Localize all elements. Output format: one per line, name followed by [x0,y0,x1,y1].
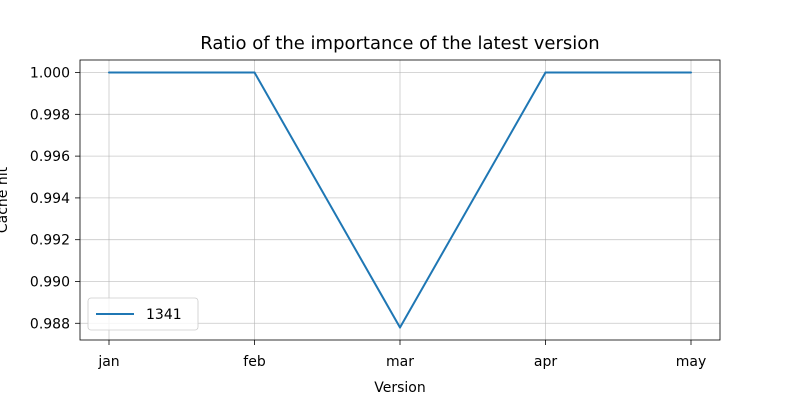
y-tick-label: 0.998 [30,107,70,123]
y-tick-label: 0.992 [30,233,70,249]
x-tick-label: may [676,354,707,370]
y-tick-label: 0.996 [30,149,70,165]
x-tick-label: jan [97,354,119,370]
x-axis-label: Version [374,380,425,396]
y-axis-ticks: 0.988 0.990 0.992 0.994 0.996 0.998 1.000 [30,66,80,332]
legend-label: 1341 [146,307,182,323]
chart-title: Ratio of the importance of the latest ve… [200,33,599,54]
y-tick-label: 1.000 [30,66,70,82]
x-tick-label: mar [386,354,414,370]
y-tick-label: 0.990 [30,274,70,290]
data-point [253,71,256,74]
series-layer [108,71,692,329]
legend-box [87,297,199,331]
data-point [544,71,547,74]
legend: 1341 [87,297,199,331]
data-point [690,71,692,74]
x-tick-label: apr [534,354,557,370]
x-axis-ticks: jan feb mar apr may [97,340,706,370]
data-point [108,71,110,74]
y-tick-label: 0.988 [30,316,70,332]
grid [80,60,720,340]
data-point [399,326,401,329]
y-axis-label: Cache hit [0,166,11,233]
x-tick-label: feb [243,354,266,370]
y-tick-label: 0.994 [30,191,70,207]
